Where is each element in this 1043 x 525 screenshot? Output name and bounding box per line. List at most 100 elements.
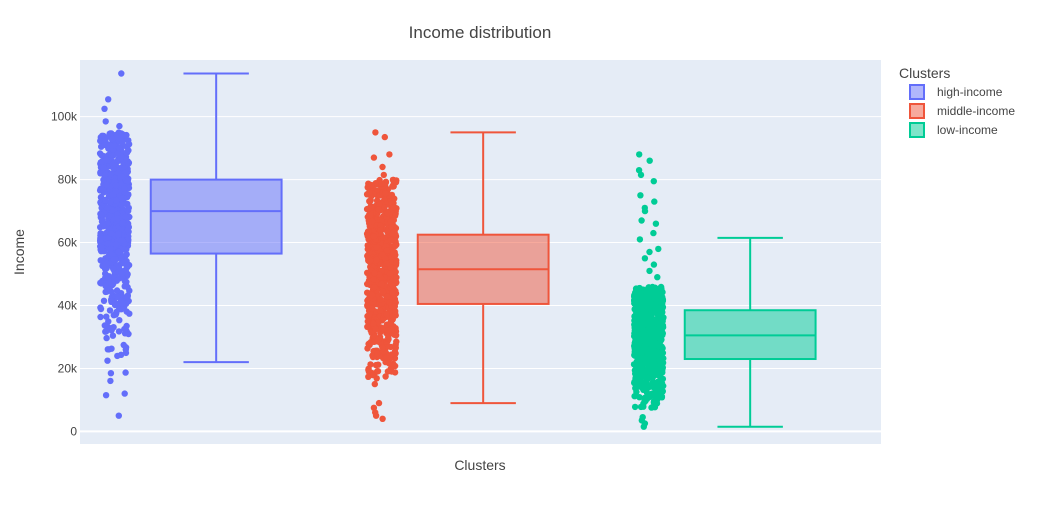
data-point [107, 198, 114, 206]
data-point [641, 331, 648, 339]
data-point [377, 296, 384, 303]
data-point [119, 237, 126, 244]
data-point [98, 211, 105, 218]
data-point [631, 403, 639, 411]
data-point [370, 233, 378, 240]
data-point [121, 185, 128, 192]
outlier-point [641, 207, 649, 215]
data-point [112, 241, 120, 248]
y-tick-label: 100k [51, 110, 78, 124]
outlier-point [102, 118, 109, 125]
data-point [107, 230, 115, 237]
outlier-point [380, 171, 387, 179]
data-point [116, 317, 123, 324]
outlier-point [654, 274, 661, 281]
outlier-point [646, 157, 653, 164]
legend[interactable]: Clusters high-income middle-income low-inc… [899, 65, 1015, 138]
data-point [375, 206, 382, 213]
box-high-income[interactable] [149, 72, 283, 364]
data-point [122, 213, 129, 221]
chart-title: Income distribution [409, 23, 552, 42]
data-point [115, 248, 123, 256]
data-point [635, 336, 642, 343]
data-point [385, 334, 392, 341]
data-point [633, 321, 640, 329]
data-point [647, 312, 654, 319]
data-point [99, 186, 107, 193]
box-middle-income[interactable] [416, 131, 550, 405]
data-point [374, 368, 382, 375]
data-point [125, 261, 133, 269]
data-point [633, 388, 640, 396]
outlier-point [381, 133, 388, 141]
data-point [659, 322, 667, 329]
data-point [632, 294, 639, 301]
data-point [384, 293, 391, 300]
legend-item-high-income[interactable]: high-income [909, 84, 1003, 100]
data-point [121, 325, 128, 333]
y-tick-labels: 0 20k 40k 60k 80k 100k [51, 110, 78, 439]
outlier-point [646, 267, 653, 275]
data-point [364, 184, 371, 191]
data-point [120, 259, 127, 267]
outlier-point [121, 390, 128, 397]
data-point [126, 310, 133, 317]
data-point [382, 190, 389, 197]
data-point [371, 269, 378, 277]
outlier-point [655, 245, 662, 253]
data-point [364, 289, 371, 296]
data-point [369, 217, 376, 225]
data-point [391, 212, 398, 219]
data-point [383, 260, 391, 267]
outlier-point [118, 70, 125, 77]
data-point [102, 274, 109, 281]
data-point [393, 259, 400, 267]
data-point [105, 318, 112, 325]
outlier-point [105, 96, 112, 103]
data-point [100, 297, 108, 304]
data-point [636, 394, 643, 401]
data-point [108, 130, 115, 137]
data-point [391, 369, 399, 376]
data-point [364, 318, 371, 325]
data-point [100, 176, 107, 183]
data-point [366, 311, 373, 318]
data-point [634, 299, 641, 307]
data-point [118, 270, 125, 277]
box-low-income[interactable] [683, 236, 817, 428]
data-point [107, 170, 115, 178]
data-point [633, 361, 640, 368]
data-point [107, 246, 114, 253]
data-point [364, 323, 371, 330]
data-point [107, 377, 114, 385]
data-point [652, 382, 659, 389]
data-point [109, 135, 116, 143]
legend-item-middle-income[interactable]: middle-income [909, 103, 1015, 119]
data-point [642, 397, 649, 405]
data-point [117, 154, 125, 162]
data-point [636, 355, 643, 363]
outlier-point [641, 255, 649, 262]
data-point [114, 352, 121, 360]
data-point [102, 197, 109, 204]
legend-item-low-income[interactable]: low-income [909, 122, 998, 138]
data-point [657, 374, 664, 381]
data-point [366, 257, 374, 264]
data-point [109, 332, 117, 339]
data-point [377, 307, 384, 314]
data-point [382, 373, 389, 380]
outlier-point [101, 105, 108, 113]
data-point [364, 345, 371, 352]
data-point [116, 145, 123, 152]
data-point [98, 151, 105, 159]
data-point [122, 344, 130, 351]
data-point [123, 251, 130, 258]
data-point [389, 282, 397, 290]
data-point [390, 204, 397, 211]
data-point [392, 332, 400, 339]
data-point [659, 293, 666, 301]
data-point [642, 302, 649, 309]
data-point [652, 348, 659, 356]
outlier-point [636, 151, 643, 158]
data-point [391, 268, 399, 275]
